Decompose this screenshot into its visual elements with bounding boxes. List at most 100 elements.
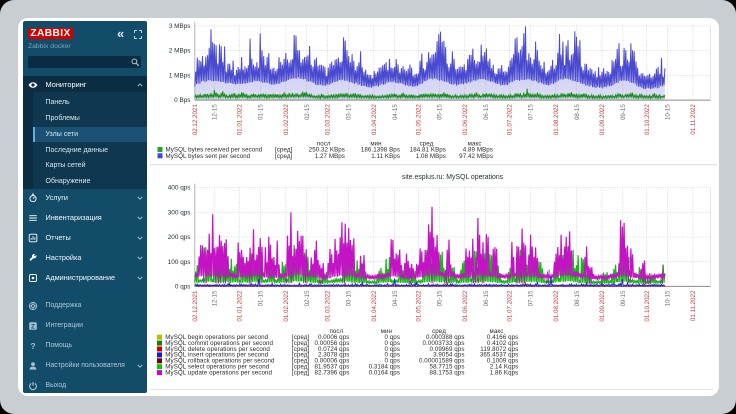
svg-text:09-15: 09-15: [620, 290, 627, 306]
svg-text:0.0724 qps: 0.0724 qps: [318, 346, 349, 353]
svg-text:1.11 KBps: 1.11 KBps: [371, 153, 400, 160]
svg-text:MySQL bytes sent per second: MySQL bytes sent per second: [166, 153, 251, 160]
svg-text:01-15: 01-15: [258, 290, 265, 306]
svg-text:0 qps: 0 qps: [384, 352, 400, 359]
svg-text:01.05.2022: 01.05.2022: [416, 104, 423, 136]
svg-text:02-15: 02-15: [304, 290, 311, 306]
svg-text:01.09.2022: 01.09.2022: [599, 104, 606, 136]
svg-text:03-15: 03-15: [346, 290, 353, 306]
svg-text:10-15: 10-15: [665, 104, 672, 120]
svg-text:01.02.2022: 01.02.2022: [283, 104, 290, 136]
svg-text:0.09969 qps: 0.09969 qps: [430, 346, 465, 353]
svg-text:01.06.2022: 01.06.2022: [462, 104, 469, 136]
svg-text:MySQL insert operations per se: MySQL insert operations per second: [165, 352, 268, 359]
svg-text:MySQL begin operations per sec: MySQL begin operations per second: [165, 334, 268, 341]
svg-text:06-15: 06-15: [483, 290, 490, 306]
svg-text:12-15: 12-15: [211, 290, 218, 306]
svg-text:мин: мин: [370, 141, 381, 148]
svg-text:0 qps: 0 qps: [384, 358, 400, 365]
svg-text:посл: посл: [329, 328, 343, 335]
svg-text:мин: мин: [381, 328, 392, 335]
svg-text:[сред]: [сред]: [275, 147, 293, 154]
svg-text:[сред]: [сред]: [275, 153, 293, 160]
svg-text:0.0003733 qps: 0.0003733 qps: [423, 340, 465, 347]
svg-text:07-15: 07-15: [528, 290, 535, 306]
svg-text:01.08.2022: 01.08.2022: [553, 104, 560, 136]
svg-text:1.27 MBps: 1.27 MBps: [315, 153, 345, 160]
svg-text:06-15: 06-15: [483, 104, 490, 120]
svg-text:400 qps: 400 qps: [168, 185, 191, 192]
svg-text:1 MBps: 1 MBps: [169, 73, 191, 80]
svg-text:01.06.2022: 01.06.2022: [462, 290, 469, 322]
svg-text:03-15: 03-15: [346, 104, 353, 120]
svg-text:184.81 KBps: 184.81 KBps: [410, 147, 446, 154]
svg-text:02.12.2021: 02.12.2021: [192, 104, 199, 136]
svg-text:макс: макс: [490, 328, 504, 335]
svg-text:82.7396 qps: 82.7396 qps: [314, 369, 349, 376]
svg-text:200 qps: 200 qps: [168, 234, 191, 241]
svg-text:01.09.2022: 01.09.2022: [599, 290, 606, 322]
svg-text:0.0164 qps: 0.0164 qps: [369, 369, 400, 376]
svg-text:05-15: 05-15: [437, 290, 444, 306]
svg-text:01.10.2022: 01.10.2022: [644, 104, 651, 136]
svg-text:MySQL delete operations per se: MySQL delete operations per second: [165, 346, 270, 353]
svg-text:01.02.2022: 01.02.2022: [283, 290, 290, 322]
svg-text:[сред]: [сред]: [292, 369, 310, 376]
svg-text:01.11.2022: 01.11.2022: [690, 104, 697, 135]
svg-text:[сред]: [сред]: [292, 352, 310, 359]
svg-text:08-15: 08-15: [574, 290, 581, 306]
svg-text:04-15: 04-15: [392, 290, 399, 306]
svg-text:0.00006 qps: 0.00006 qps: [314, 358, 349, 365]
svg-text:10-15: 10-15: [665, 290, 672, 306]
svg-text:88.1753 qps: 88.1753 qps: [430, 369, 465, 376]
svg-text:0.3184 qps: 0.3184 qps: [369, 364, 400, 371]
svg-text:01.05.2022: 01.05.2022: [416, 290, 423, 322]
svg-text:186.1398 Bps: 186.1398 Bps: [361, 147, 400, 154]
svg-text:02.12.2021: 02.12.2021: [192, 290, 199, 322]
svg-text:01.04.2022: 01.04.2022: [371, 104, 378, 136]
svg-text:MySQL update operations per se: MySQL update operations per second: [165, 369, 272, 376]
svg-text:Z: Z: [31, 323, 35, 330]
svg-text:0.0006 qps: 0.0006 qps: [318, 334, 349, 341]
svg-text:0.000388 qps: 0.000388 qps: [426, 334, 464, 341]
svg-text:1.86 Kqps: 1.86 Kqps: [490, 369, 519, 376]
svg-text:[сред]: [сред]: [292, 334, 310, 341]
svg-text:[сред]: [сред]: [292, 364, 310, 371]
svg-text:[сред]: [сред]: [292, 358, 310, 365]
svg-text:04-15: 04-15: [392, 104, 399, 120]
svg-text:0.00056 qps: 0.00056 qps: [314, 340, 349, 347]
svg-text:MySQL bytes received per secon: MySQL bytes received per second: [166, 147, 263, 154]
svg-text:0.4102 qps: 0.4102 qps: [487, 340, 518, 347]
svg-text:?: ?: [30, 341, 35, 351]
svg-text:97.42 MBps: 97.42 MBps: [459, 153, 493, 160]
svg-text:сред: сред: [420, 141, 434, 148]
svg-text:0.1009 qps: 0.1009 qps: [487, 358, 518, 365]
svg-text:01.01.2022: 01.01.2022: [237, 104, 244, 136]
svg-text:01.11.2022: 01.11.2022: [690, 290, 697, 321]
svg-text:250.32 KBps: 250.32 KBps: [309, 147, 345, 154]
svg-text:сред: сред: [432, 328, 446, 335]
svg-text:посл: посл: [317, 141, 331, 148]
svg-text:119.8072 qps: 119.8072 qps: [480, 346, 518, 353]
svg-text:01.03.2022: 01.03.2022: [325, 104, 332, 136]
svg-text:05-15: 05-15: [437, 104, 444, 120]
svg-text:0 qps: 0 qps: [384, 334, 400, 341]
svg-text:1.08 MBps: 1.08 MBps: [416, 153, 446, 160]
svg-text:MySQL commit operations per se: MySQL commit operations per second: [165, 340, 273, 347]
svg-text:site.esplus.ru: MySQL operatio: site.esplus.ru: MySQL operations: [402, 174, 504, 181]
svg-text:01.07.2022: 01.07.2022: [507, 104, 514, 136]
svg-text:12-15: 12-15: [211, 104, 218, 120]
svg-text:макс: макс: [468, 141, 482, 148]
svg-text:0 Bps: 0 Bps: [174, 97, 190, 104]
svg-text:MySQL select operations per se: MySQL select operations per second: [165, 364, 269, 371]
svg-text:MySQL rollback operations per: MySQL rollback operations per second: [165, 358, 275, 365]
svg-text:100 qps: 100 qps: [168, 259, 191, 266]
svg-text:0 qps: 0 qps: [384, 346, 400, 353]
svg-text:01-15: 01-15: [258, 104, 265, 120]
svg-text:[сред]: [сред]: [292, 340, 310, 347]
svg-text:09-15: 09-15: [620, 104, 627, 120]
svg-text:01.04.2022: 01.04.2022: [371, 290, 378, 322]
svg-text:3.9054 qps: 3.9054 qps: [433, 352, 464, 359]
svg-text:365.4537 qps: 365.4537 qps: [480, 352, 518, 359]
svg-text:01.01.2022: 01.01.2022: [237, 290, 244, 322]
